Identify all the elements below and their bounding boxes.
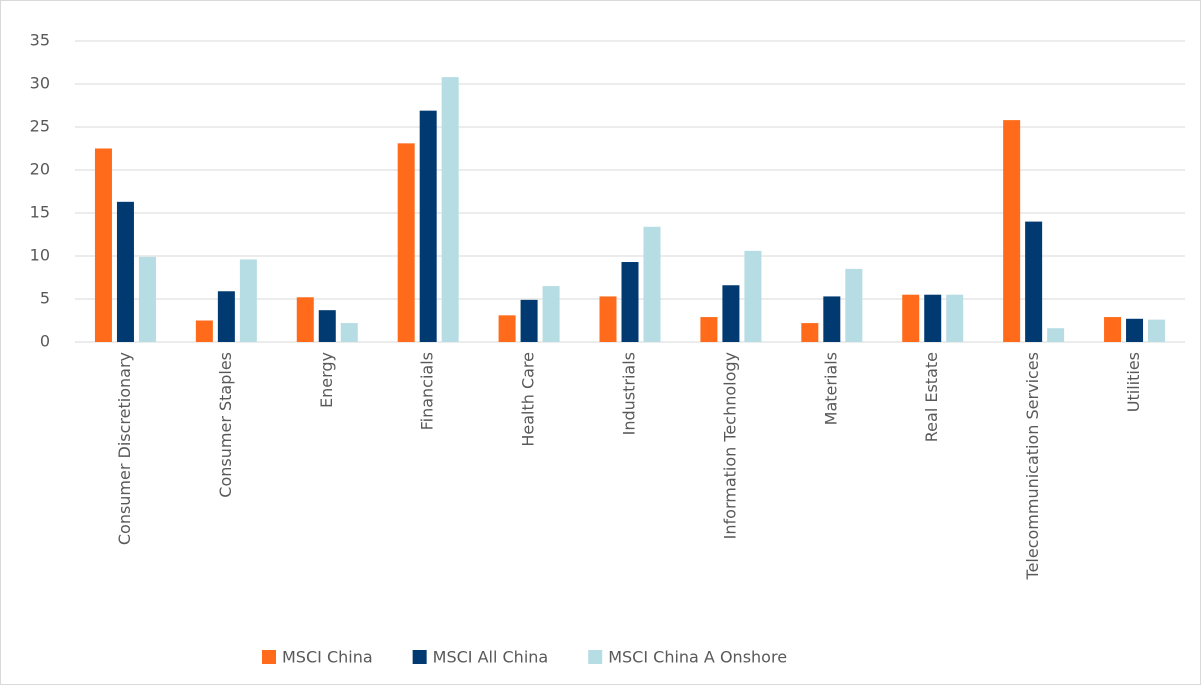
bar: [946, 294, 964, 342]
y-tick-label: 10: [30, 246, 50, 265]
bar: [1148, 319, 1166, 342]
bar: [744, 250, 762, 342]
bar: [621, 262, 639, 342]
bar: [542, 286, 560, 342]
x-tick-label: Consumer Discretionary: [115, 352, 134, 545]
bar: [498, 315, 516, 342]
legend-swatch: [412, 650, 427, 664]
x-tick-label: Industrials: [620, 352, 639, 435]
y-tick-label: 15: [30, 203, 50, 222]
bar: [520, 299, 538, 342]
x-tick-label: Energy: [317, 352, 336, 408]
y-tick-label: 35: [30, 31, 50, 50]
bar: [722, 285, 740, 342]
bar: [1025, 221, 1043, 342]
bar: [318, 310, 336, 342]
y-tick-label: 25: [30, 117, 50, 136]
bar: [116, 201, 134, 342]
bar: [924, 294, 942, 342]
bar: [296, 297, 314, 342]
bar: [441, 77, 459, 343]
legend-swatch: [588, 650, 603, 664]
y-tick-label: 0: [40, 332, 50, 351]
bar: [823, 296, 841, 342]
bar: [1003, 120, 1021, 343]
x-tick-label: Telecommunication Services: [1023, 352, 1042, 580]
bar: [845, 268, 863, 342]
bar: [700, 317, 718, 342]
y-tick-label: 5: [40, 289, 50, 308]
x-tick-label: Materials: [821, 352, 840, 425]
bar: [94, 148, 112, 342]
bar: [419, 110, 437, 342]
legend-label: MSCI All China: [433, 648, 549, 667]
bar: [239, 259, 257, 342]
bar: [138, 256, 156, 342]
bar: [1104, 317, 1122, 342]
bar: [902, 294, 920, 342]
bar: [643, 226, 661, 342]
y-tick-label: 30: [30, 74, 50, 93]
legend-label: MSCI China: [282, 648, 373, 667]
bar: [1047, 328, 1065, 342]
legend-swatch: [262, 650, 276, 664]
bar: [340, 323, 358, 342]
x-tick-label: Health Care: [519, 352, 538, 447]
bar: [195, 320, 213, 342]
y-tick-label: 20: [30, 160, 50, 179]
legend-label: MSCI China A Onshore: [608, 648, 787, 667]
bar: [801, 323, 819, 342]
x-tick-label: Real Estate: [922, 352, 941, 442]
x-tick-label: Utilities: [1124, 352, 1143, 412]
bar: [599, 296, 617, 342]
bar: [217, 291, 235, 342]
x-tick-label: Financials: [418, 352, 437, 430]
bar: [1126, 318, 1144, 342]
bar: [397, 143, 415, 342]
x-tick-label: Information Technology: [720, 352, 739, 539]
x-tick-label: Consumer Staples: [216, 352, 235, 498]
